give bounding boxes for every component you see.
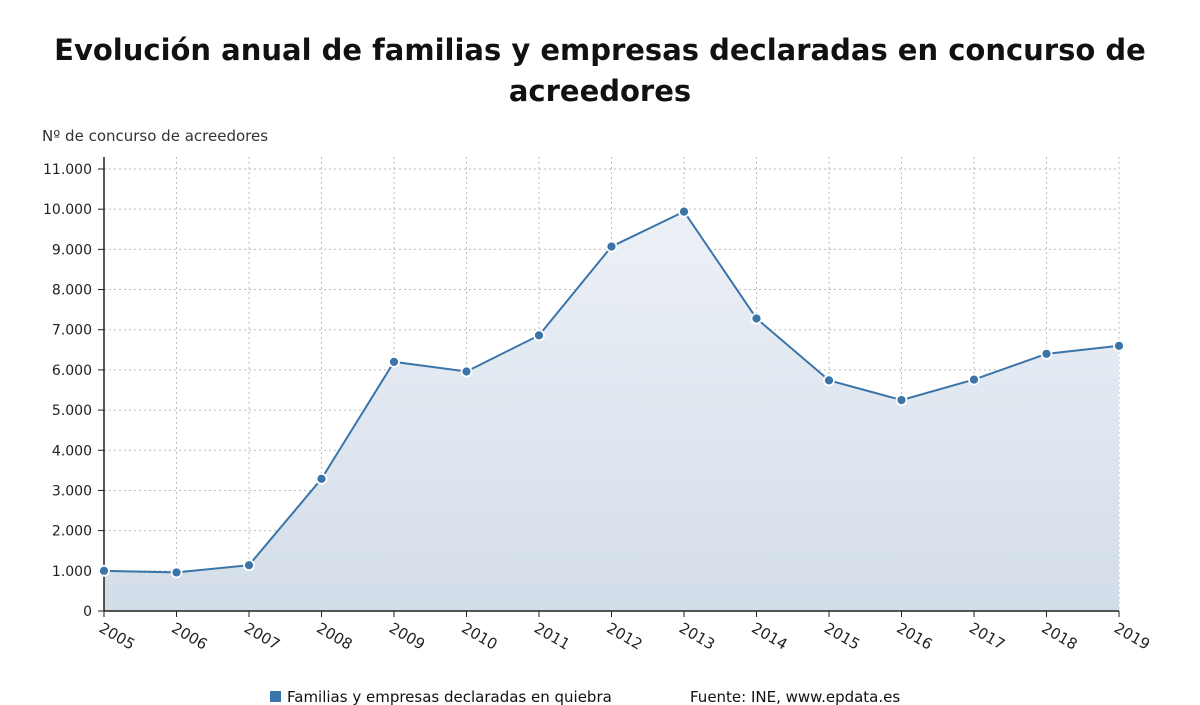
- legend-label: Familias y empresas declaradas en quiebr…: [287, 688, 612, 705]
- x-tick-label-2016: 2016: [894, 619, 936, 654]
- data-points: [98, 205, 1125, 579]
- data-point-2006: [170, 566, 183, 579]
- data-point-2014: [750, 312, 763, 325]
- y-tick-label-0: 0: [83, 604, 92, 620]
- y-axis-label: Nº de concurso de acreedores: [42, 127, 269, 145]
- axes: [98, 157, 1120, 617]
- y-tick-label-11.000: 11.000: [43, 162, 92, 178]
- y-tick-label-5.000: 5.000: [52, 403, 92, 419]
- y-tick-label-1.000: 1.000: [52, 564, 92, 580]
- y-tick-label-8.000: 8.000: [52, 283, 92, 299]
- data-point-2007: [243, 559, 255, 572]
- data-point-2013: [678, 205, 690, 218]
- x-tick-labels: 2005 2006 2007 2008 2009 2010 2011 2012 2013 2014…: [96, 619, 1153, 654]
- y-tick-label-6.000: 6.000: [52, 363, 92, 379]
- data-point-2012: [605, 240, 618, 253]
- series-area-fill: [104, 211, 1119, 612]
- data-point-2009: [388, 355, 400, 368]
- data-point-2019: [1113, 339, 1125, 352]
- x-tick-label-2011: 2011: [531, 619, 573, 654]
- data-point-2011: [533, 329, 545, 342]
- area-fill-group: [104, 211, 1119, 612]
- data-point-2016: [895, 394, 908, 406]
- x-tick-label-2019: 2019: [1111, 619, 1153, 654]
- chart-area: 0 1.000 2.000 3.000 4.000 5.000 6.000 7.000 8.00…: [43, 157, 1153, 654]
- y-tick-label-9.000: 9.000: [52, 242, 92, 258]
- x-tick-label-2014: 2014: [749, 619, 791, 654]
- x-tick-label-2015: 2015: [821, 619, 863, 654]
- x-tick-label-2018: 2018: [1039, 619, 1081, 654]
- data-point-2015: [823, 374, 835, 387]
- source-credit: Fuente: INE, www.epdata.es: [690, 688, 901, 705]
- y-tick-label-10.000: 10.000: [43, 202, 92, 218]
- x-tick-label-2008: 2008: [314, 619, 356, 654]
- y-tick-label-3.000: 3.000: [52, 483, 92, 499]
- chart-footer: Familias y empresas declaradas en quiebr…: [0, 686, 1200, 705]
- y-tick-label-2.000: 2.000: [52, 524, 92, 540]
- x-tick-label-2007: 2007: [241, 619, 283, 654]
- data-point-2010: [460, 365, 473, 378]
- x-tick-label-2009: 2009: [386, 619, 428, 654]
- x-tick-label-2012: 2012: [604, 619, 646, 654]
- x-tick-label-2006: 2006: [169, 619, 211, 654]
- x-tick-label-2017: 2017: [966, 619, 1008, 654]
- data-point-2005: [98, 564, 110, 577]
- y-tick-labels: 0 1.000 2.000 3.000 4.000 5.000 6.000 7.000 8.00…: [43, 162, 92, 620]
- legend-swatch: [270, 691, 281, 702]
- data-point-2008: [315, 472, 328, 485]
- data-point-2017: [968, 373, 980, 386]
- x-tick-label-2010: 2010: [459, 619, 501, 654]
- y-tick-label-4.000: 4.000: [52, 443, 92, 459]
- chart-title: Evolución anual de familias y empresas d…: [54, 33, 1146, 108]
- x-tick-label-2013: 2013: [676, 619, 718, 654]
- data-point-2018: [1040, 347, 1053, 360]
- legend-item[interactable]: Familias y empresas declaradas en quiebr…: [270, 688, 612, 705]
- x-tick-label-2005: 2005: [96, 619, 138, 654]
- y-tick-label-7.000: 7.000: [52, 323, 92, 339]
